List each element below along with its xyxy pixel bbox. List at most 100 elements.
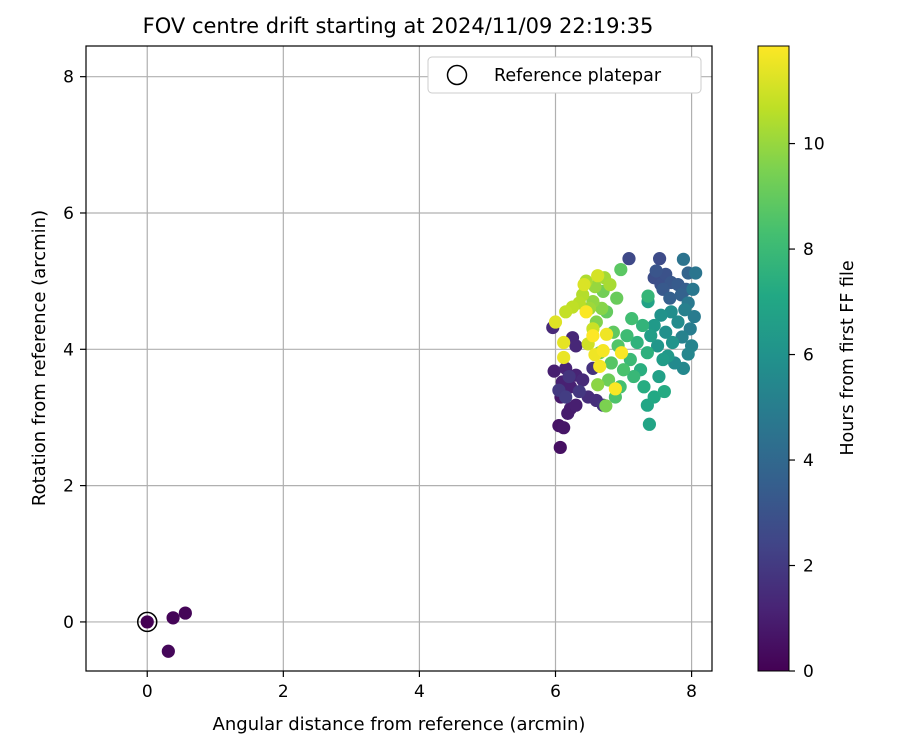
legend-box (427, 56, 702, 94)
chart-title: FOV centre drift starting at 2024/11/09 … (143, 14, 654, 38)
scatter-point (614, 262, 628, 277)
scatter-point (650, 339, 665, 353)
plot-area (85, 45, 713, 672)
scatter-point (604, 356, 618, 370)
y-axis-label: Rotation from reference (arcmin) (29, 210, 50, 506)
scatter-point (678, 303, 692, 317)
y-tick-label: 4 (63, 340, 74, 360)
scatter-point (577, 277, 591, 292)
scatter-point (659, 325, 673, 339)
y-tick-label: 6 (63, 204, 74, 224)
scatter-point (610, 291, 624, 305)
scatter-point (557, 335, 571, 350)
x-axis-ticks: 0 2 4 6 8 (142, 671, 697, 702)
y-tick-label: 0 (63, 613, 74, 633)
scatter-point (642, 417, 657, 431)
scatter-point (644, 329, 658, 343)
reference-marker (136, 611, 158, 633)
x-tick-label: 0 (142, 682, 153, 702)
legend-label-reference: Reference platepar (494, 66, 662, 86)
scatter-point (635, 318, 650, 333)
x-tick-label: 4 (414, 682, 425, 702)
scatter-point (576, 373, 590, 387)
legend: Reference platepar (427, 56, 702, 94)
scatter-point (652, 369, 666, 384)
colorbar-tick-label: 8 (803, 240, 814, 260)
scatter-point (663, 291, 677, 305)
colorbar-ticks: 0 2 4 6 8 10 (789, 135, 825, 682)
scatter-point (622, 252, 636, 266)
scatter-point (637, 380, 651, 394)
x-axis-label: Angular distance from reference (arcmin) (213, 714, 586, 735)
x-tick-label: 6 (550, 682, 561, 702)
scatter-point (686, 282, 700, 296)
scatter-point (599, 399, 613, 413)
scatter-point (569, 339, 583, 353)
scatter-point (616, 363, 631, 377)
scatter-point (557, 350, 571, 365)
scatter-point (569, 398, 583, 412)
colorbar-tick-label: 4 (803, 451, 814, 471)
y-axis-ticks: 0 2 4 6 8 (63, 68, 86, 633)
scatter-point (553, 440, 567, 455)
y-tick-label: 8 (63, 68, 74, 88)
scatter-point (161, 644, 175, 658)
scatter-point (687, 309, 701, 324)
scatter-point (620, 329, 634, 343)
scatter-point (689, 266, 703, 280)
colorbar: 0 2 4 6 8 10 Hours from first FF file (757, 45, 858, 682)
scatter-point (654, 308, 668, 322)
colorbar-gradient (757, 45, 790, 672)
scatter-point (683, 322, 697, 336)
colorbar-tick-label: 10 (803, 135, 825, 155)
scatter-points (140, 252, 703, 658)
scatter-point (649, 264, 663, 278)
scatter-point (178, 606, 192, 620)
scatter-point (586, 329, 600, 343)
scatter-point (676, 252, 691, 266)
scatter-point (630, 335, 644, 350)
scatter-point (608, 382, 622, 396)
x-tick-label: 8 (686, 682, 697, 702)
scatter-point (559, 305, 573, 319)
scatter-point (671, 315, 685, 329)
legend-marker-reference (446, 64, 468, 86)
scatter-point (596, 344, 610, 358)
scatter-point (599, 327, 614, 341)
x-tick-label: 2 (278, 682, 289, 702)
colorbar-tick-label: 0 (803, 662, 814, 682)
scatter-point (641, 289, 655, 303)
scatter-point (562, 369, 576, 384)
scatter-point (547, 364, 561, 378)
scatter-point (627, 369, 641, 384)
scatter-point (665, 335, 680, 350)
plot-frame (85, 45, 713, 672)
scatter-point (647, 318, 661, 333)
colorbar-label: Hours from first FF file (838, 260, 858, 455)
scatter-point (559, 390, 573, 404)
scatter-point (603, 277, 617, 292)
scatter-point (653, 252, 667, 266)
scatter-point (614, 346, 629, 360)
plot-background (86, 46, 712, 671)
scatter-point (591, 378, 605, 392)
scatter-point (681, 347, 695, 361)
scatter-point (656, 352, 670, 367)
scatter-point (557, 421, 571, 435)
scatter-point (647, 390, 661, 404)
scatter-point (572, 384, 586, 399)
scatter-point (640, 346, 654, 360)
scatter-point (579, 305, 593, 319)
scatter-point (657, 384, 671, 399)
scatter-point (625, 312, 639, 326)
scatter-point (548, 315, 563, 329)
scatter-point (140, 615, 154, 629)
scatter-point (664, 305, 678, 319)
y-tick-label: 2 (63, 477, 74, 497)
scatter-point (593, 359, 607, 373)
scatter-point (591, 269, 605, 283)
colorbar-tick-label: 6 (803, 346, 814, 366)
colorbar-tick-label: 2 (803, 557, 814, 577)
scatter-point (166, 611, 180, 625)
